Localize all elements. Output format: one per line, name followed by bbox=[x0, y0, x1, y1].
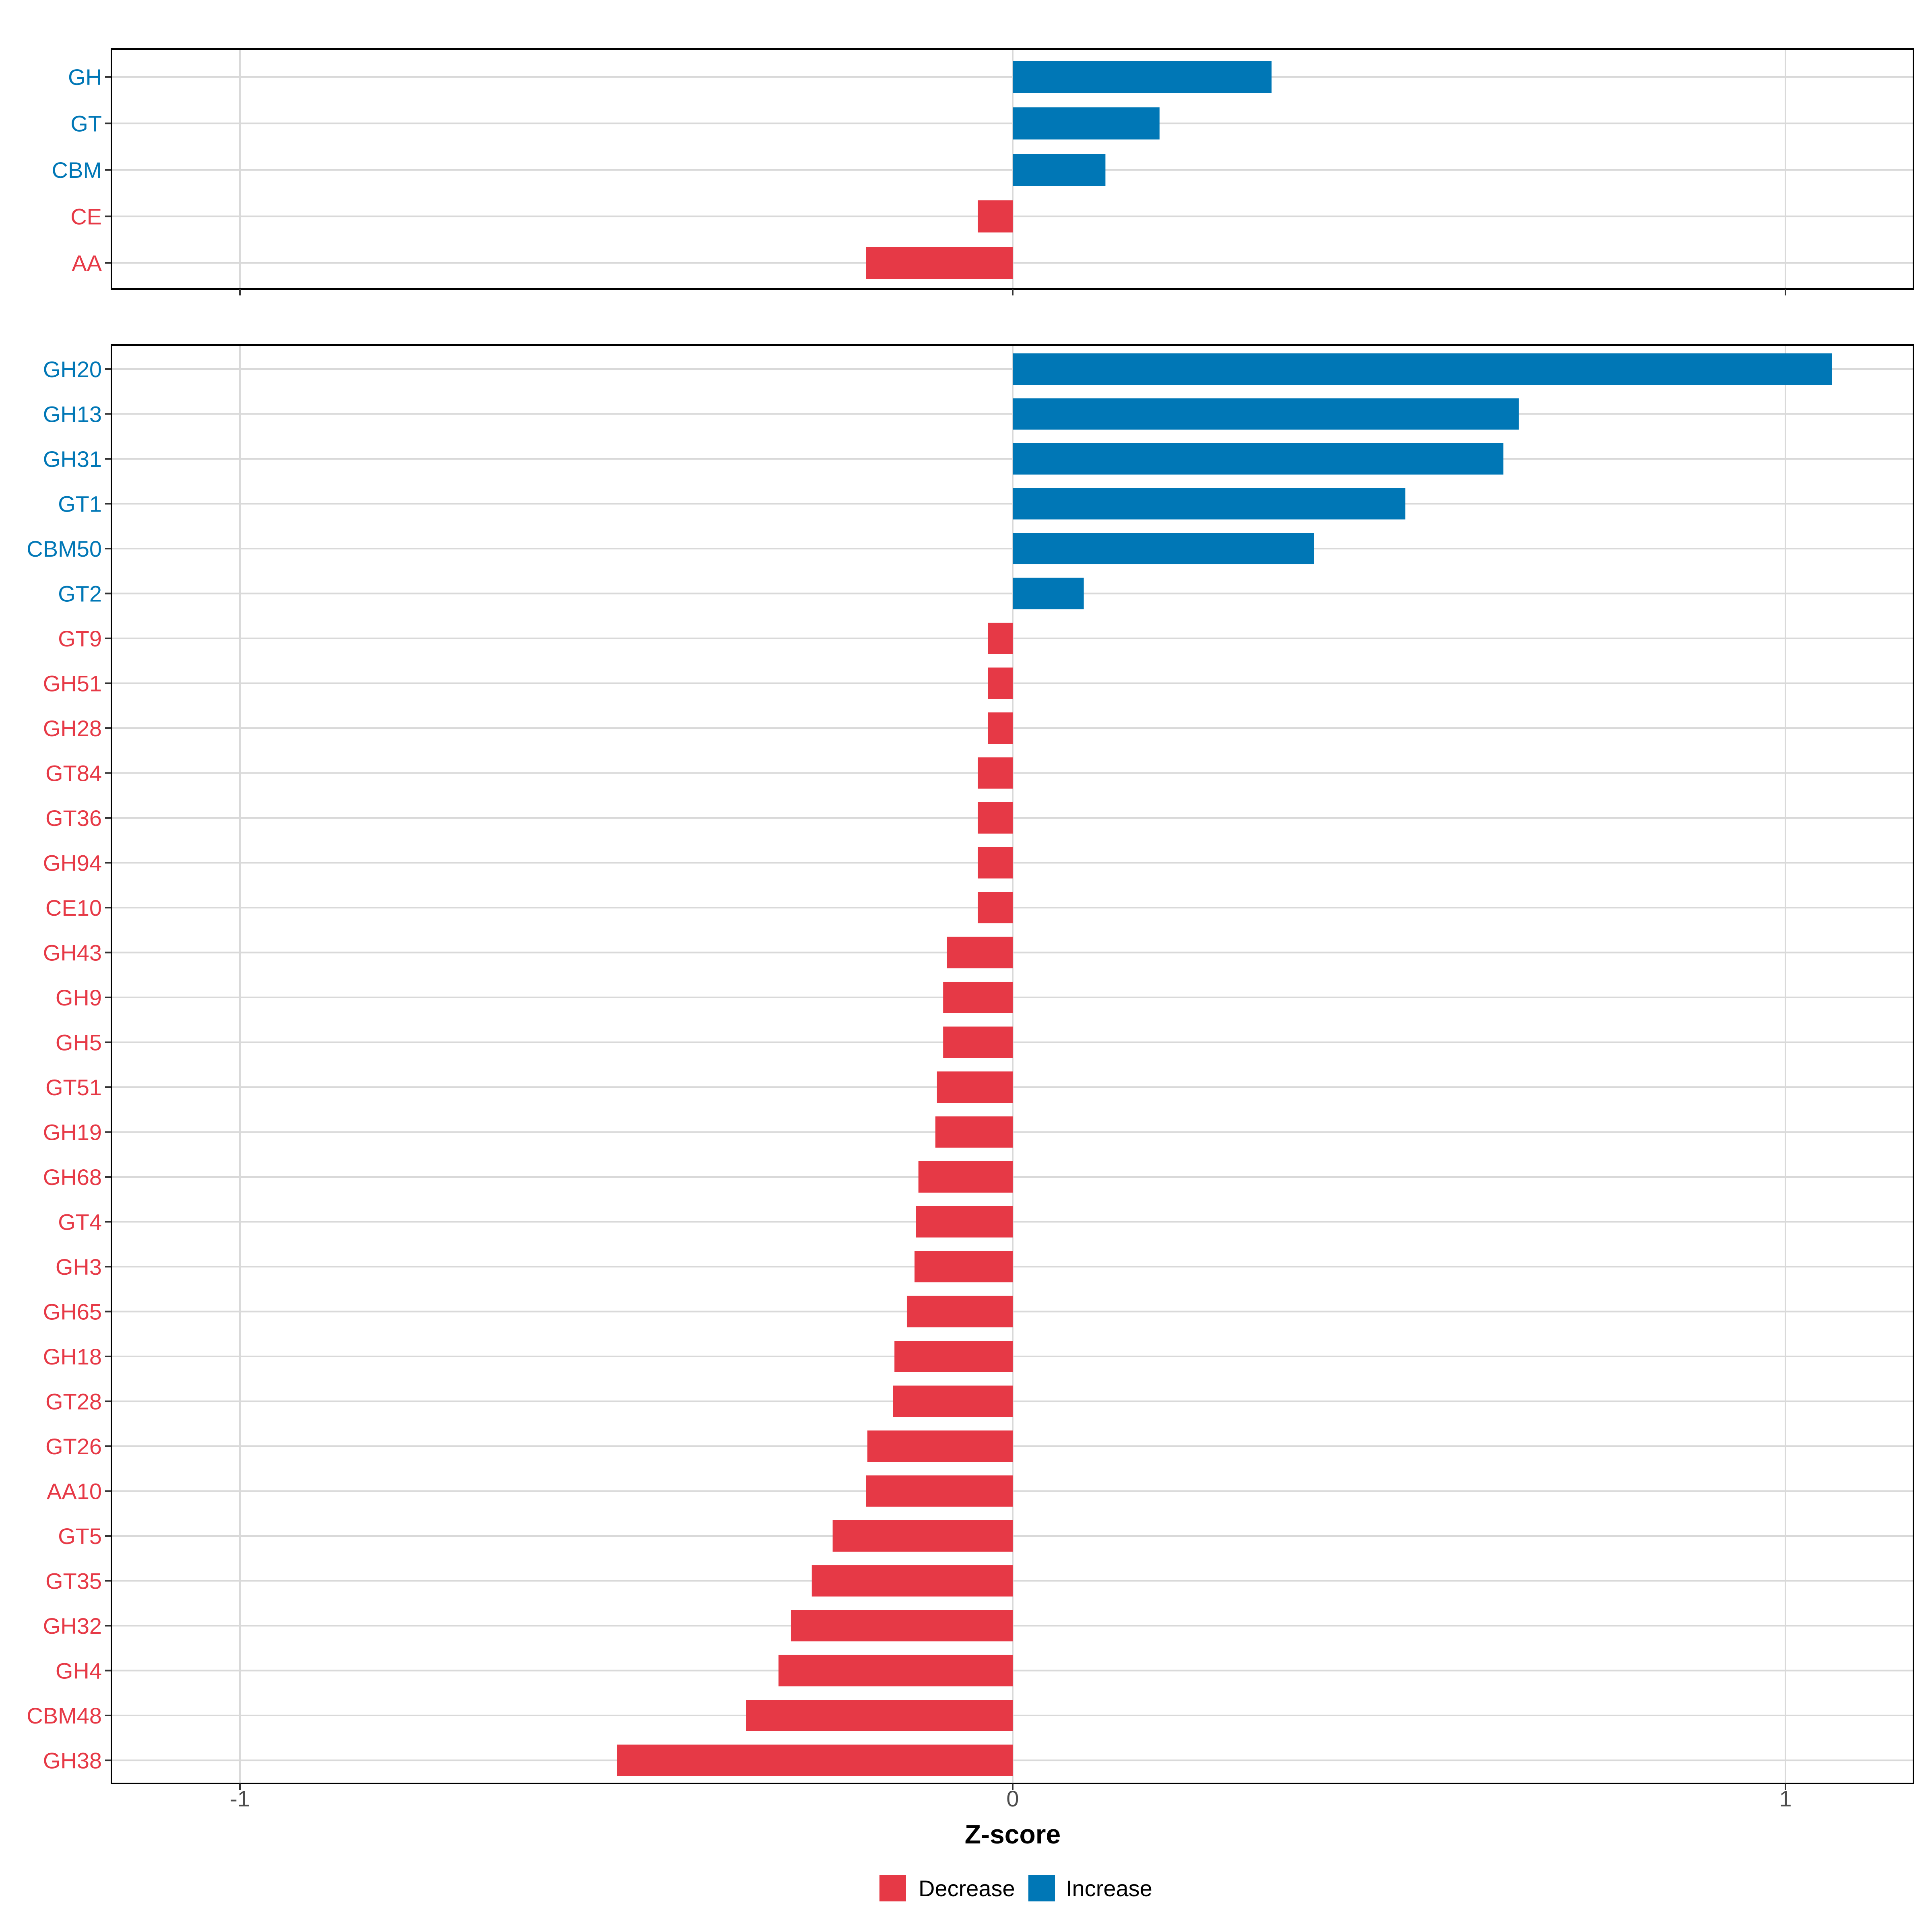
y-tick-label-gh32: GH32 bbox=[43, 1613, 102, 1639]
bar-gh18 bbox=[894, 1341, 1013, 1372]
y-tick-label-gh51: GH51 bbox=[43, 671, 102, 696]
bar-gt36 bbox=[978, 802, 1013, 834]
bar-gt35 bbox=[811, 1565, 1013, 1597]
y-tick-label-cbm48: CBM48 bbox=[27, 1703, 102, 1728]
bar-gt bbox=[1013, 107, 1160, 140]
x-axis: -1 0 1 bbox=[230, 1786, 1792, 1811]
bar-gh4 bbox=[778, 1655, 1013, 1686]
bar-gh3 bbox=[914, 1251, 1013, 1282]
bar-gh9 bbox=[943, 982, 1013, 1013]
y-tick-label-gh18: GH18 bbox=[43, 1344, 102, 1369]
bar-gh43 bbox=[947, 937, 1013, 968]
bar-cbm bbox=[1013, 154, 1106, 186]
y-tick-label-gh94: GH94 bbox=[43, 850, 102, 876]
bar-gt51 bbox=[937, 1071, 1013, 1103]
y-tick-label-gt84: GT84 bbox=[45, 761, 102, 786]
bottom-panel: GH20 GH13 GH31 GT1 CBM50 GT2 GT9 GH51 GH28 GT84 GT… bbox=[27, 344, 1914, 1790]
y-tick-label-gt51: GT51 bbox=[45, 1075, 102, 1100]
bar-aa bbox=[866, 247, 1013, 279]
bar-gh51 bbox=[988, 667, 1013, 699]
y-tick-label-gh31: GH31 bbox=[43, 446, 102, 472]
legend-label-decrease: Decrease bbox=[919, 1876, 1015, 1901]
y-tick-label-gh4: GH4 bbox=[56, 1658, 102, 1684]
y-tick-label-gt: GT bbox=[70, 111, 102, 136]
bar-gt5 bbox=[832, 1520, 1013, 1552]
y-tick-label-gt4: GT4 bbox=[58, 1210, 102, 1235]
y-tick-label-gh68: GH68 bbox=[43, 1164, 102, 1190]
y-tick-label-gh9: GH9 bbox=[56, 985, 102, 1010]
bar-gh94 bbox=[978, 847, 1013, 879]
y-tick-label-gt9: GT9 bbox=[58, 626, 102, 651]
bar-ce10 bbox=[978, 892, 1013, 923]
y-tick-label-gh43: GH43 bbox=[43, 940, 102, 966]
bar-gt9 bbox=[988, 623, 1013, 654]
bar-cbm48 bbox=[746, 1700, 1013, 1731]
bar-gh28 bbox=[988, 712, 1013, 744]
x-tick-label: 1 bbox=[1779, 1786, 1792, 1811]
y-tick-label-gh28: GH28 bbox=[43, 716, 102, 741]
y-tick-label-gt36: GT36 bbox=[45, 805, 102, 831]
y-tick-label-gh65: GH65 bbox=[43, 1299, 102, 1325]
x-tick-label: -1 bbox=[230, 1786, 250, 1811]
y-tick-label-gt35: GT35 bbox=[45, 1569, 102, 1594]
bar-gt84 bbox=[978, 757, 1013, 789]
y-tick-label-gh3: GH3 bbox=[56, 1254, 102, 1280]
y-tick-label-gh13: GH13 bbox=[43, 402, 102, 427]
top-panel: GH GT CBM CE AA bbox=[52, 48, 1914, 295]
y-tick-label-ce: CE bbox=[70, 204, 102, 229]
bar-gt1 bbox=[1013, 488, 1406, 520]
bar-gh31 bbox=[1013, 443, 1504, 475]
bar-ce bbox=[978, 200, 1013, 233]
y-tick-label-gh5: GH5 bbox=[56, 1030, 102, 1055]
y-tick-label-gh19: GH19 bbox=[43, 1120, 102, 1145]
bar-cbm50 bbox=[1013, 533, 1314, 564]
bar-gh13 bbox=[1013, 398, 1519, 430]
legend-label-increase: Increase bbox=[1066, 1876, 1152, 1901]
y-tick-label-aa10: AA10 bbox=[47, 1479, 102, 1504]
bar-gt28 bbox=[893, 1385, 1013, 1417]
y-tick-label-gh: GH bbox=[68, 64, 102, 90]
bar-aa10 bbox=[866, 1475, 1013, 1507]
x-axis-title: Z-score bbox=[965, 1819, 1061, 1849]
bar-gh bbox=[1013, 61, 1272, 93]
x-tick-label: 0 bbox=[1006, 1786, 1019, 1811]
y-tick-label-ce10: CE10 bbox=[45, 895, 102, 921]
y-tick-label-cbm50: CBM50 bbox=[27, 536, 102, 561]
bar-gh20 bbox=[1013, 353, 1832, 385]
bar-gt4 bbox=[916, 1206, 1013, 1238]
legend-swatch-increase bbox=[1028, 1875, 1055, 1901]
bar-gh19 bbox=[935, 1116, 1013, 1148]
bar-gh68 bbox=[918, 1161, 1013, 1193]
bar-gh65 bbox=[906, 1296, 1013, 1327]
y-tick-label-gt28: GT28 bbox=[45, 1389, 102, 1414]
y-tick-label-gt5: GT5 bbox=[58, 1523, 102, 1549]
bar-gh32 bbox=[791, 1610, 1013, 1641]
bar-gt26 bbox=[867, 1430, 1013, 1462]
y-tick-label-gh38: GH38 bbox=[43, 1748, 102, 1773]
bar-gh38 bbox=[617, 1744, 1013, 1776]
y-tick-label-cbm: CBM bbox=[52, 157, 102, 183]
legend: Decrease Increase bbox=[879, 1875, 1152, 1901]
y-tick-label-aa: AA bbox=[72, 250, 102, 276]
bar-gh5 bbox=[943, 1026, 1013, 1058]
bar-gt2 bbox=[1013, 578, 1084, 609]
y-tick-label-gt26: GT26 bbox=[45, 1434, 102, 1459]
legend-swatch-decrease bbox=[879, 1875, 906, 1901]
y-tick-label-gh20: GH20 bbox=[43, 357, 102, 382]
y-tick-label-gt1: GT1 bbox=[58, 491, 102, 517]
y-tick-label-gt2: GT2 bbox=[58, 581, 102, 607]
